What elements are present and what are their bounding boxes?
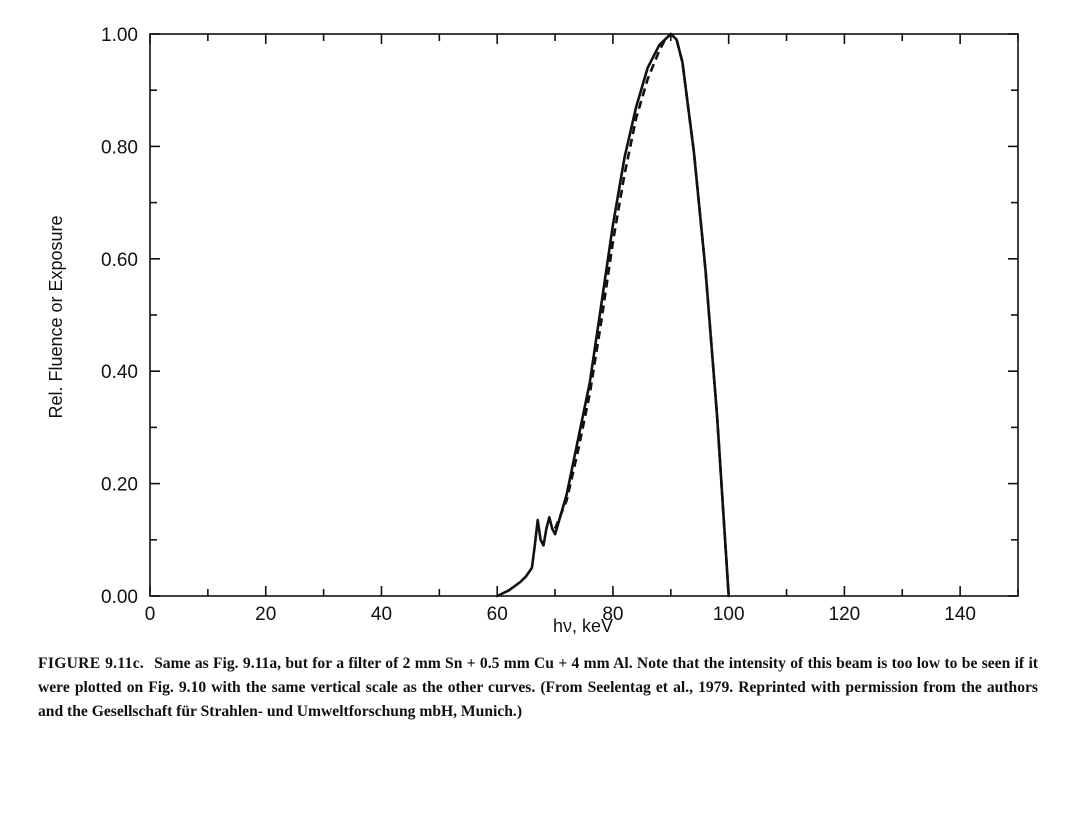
y-tick-label: 0.20 xyxy=(101,475,138,496)
x-tick-label: 0 xyxy=(145,604,156,625)
x-tick-label: 120 xyxy=(829,604,861,625)
x-tick-label: 20 xyxy=(255,604,276,625)
figure-label: FIGURE 9.11c. xyxy=(38,655,145,672)
x-tick-label: 140 xyxy=(944,604,976,625)
y-tick-label: 0.80 xyxy=(101,137,138,158)
series-layer xyxy=(495,32,730,598)
figure-caption: FIGURE 9.11c. Same as Fig. 9.11a, but for… xyxy=(38,652,1038,724)
x-tick-label: 80 xyxy=(602,604,623,625)
series-solid-line xyxy=(495,32,730,598)
y-axis-ticks: 0.00 0.20 0.40 0.60 0.80 1.00 xyxy=(101,25,1018,608)
series-dashed-line xyxy=(553,32,730,597)
y-axis-title: Rel. Fluence or Exposure xyxy=(46,215,66,418)
caption-text: Same as Fig. 9.11a, but for a filter of … xyxy=(38,655,1038,720)
x-axis-ticks: 0 20 40 60 80 100 120 140 xyxy=(145,34,1019,625)
x-tick-label: 40 xyxy=(371,604,392,625)
x-tick-label: 100 xyxy=(713,604,745,625)
plot-frame xyxy=(149,33,1019,597)
x-axis-title: hν, keV xyxy=(553,616,613,636)
chart: 0 20 40 60 80 100 120 140 0.00 0.20 0.40 0.60 0.80 1… xyxy=(46,25,1019,636)
y-tick-label: 0.60 xyxy=(101,250,138,271)
y-tick-label: 0.40 xyxy=(101,362,138,383)
y-tick-label: 0.00 xyxy=(101,587,138,608)
plot-border xyxy=(149,33,1019,597)
x-tick-label: 60 xyxy=(487,604,508,625)
y-tick-label: 1.00 xyxy=(101,25,138,46)
